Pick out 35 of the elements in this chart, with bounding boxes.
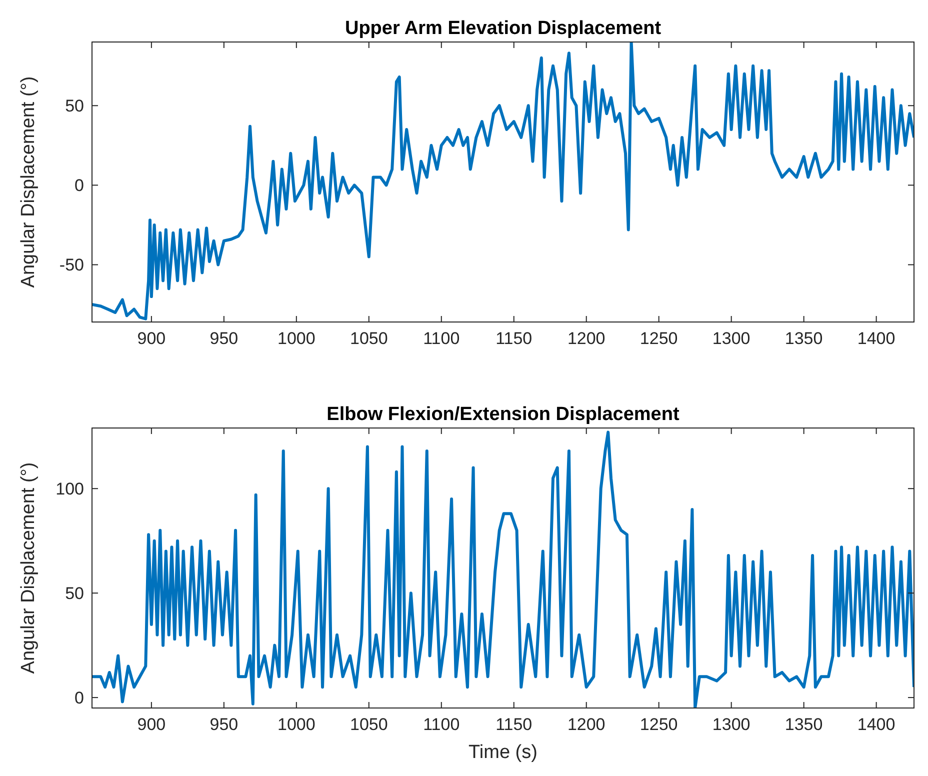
y-tick-label: 0 bbox=[74, 176, 84, 196]
x-tick-label: 1250 bbox=[640, 715, 678, 734]
x-tick-label: 1400 bbox=[857, 715, 896, 734]
y-axis-title: Angular Displacement (°) bbox=[18, 462, 39, 674]
x-tick-label: 1350 bbox=[784, 715, 823, 734]
y-tick-label: 50 bbox=[65, 96, 84, 116]
y-tick-label: 50 bbox=[65, 584, 84, 604]
x-tick-label: 1100 bbox=[423, 329, 460, 348]
x-tick-label: 1400 bbox=[857, 329, 896, 348]
x-tick-label: 1000 bbox=[278, 329, 316, 348]
x-tick-label: 1200 bbox=[567, 715, 606, 734]
chart-title: Elbow Flexion/Extension Displacement bbox=[326, 404, 680, 425]
y-axis-title: Angular Displacement (°) bbox=[18, 76, 39, 288]
y-tick-label: 100 bbox=[56, 480, 84, 499]
line-series bbox=[92, 430, 914, 708]
chart-title: Upper Arm Elevation Displacement bbox=[344, 18, 662, 39]
line-series bbox=[92, 42, 914, 320]
x-tick-label: 1300 bbox=[712, 329, 750, 348]
x-tick-label: 1350 bbox=[784, 329, 823, 348]
x-tick-label: 900 bbox=[137, 715, 166, 734]
x-tick-label: 1050 bbox=[350, 329, 388, 348]
x-tick-label: 1000 bbox=[278, 715, 316, 734]
x-axis-title: Time (s) bbox=[468, 742, 538, 763]
x-tick-label: 1300 bbox=[712, 715, 750, 734]
y-tick-label: 0 bbox=[74, 688, 84, 708]
y-tick-label: -50 bbox=[59, 256, 84, 275]
x-tick-label: 1150 bbox=[496, 329, 532, 348]
x-tick-label: 900 bbox=[137, 329, 166, 348]
x-tick-label: 950 bbox=[210, 715, 238, 734]
x-tick-label: 1050 bbox=[350, 715, 388, 734]
x-tick-label: 950 bbox=[210, 329, 238, 348]
x-tick-label: 1200 bbox=[567, 329, 606, 348]
x-tick-label: 1100 bbox=[423, 715, 460, 734]
x-tick-label: 1250 bbox=[640, 329, 678, 348]
x-tick-label: 1150 bbox=[496, 715, 532, 734]
